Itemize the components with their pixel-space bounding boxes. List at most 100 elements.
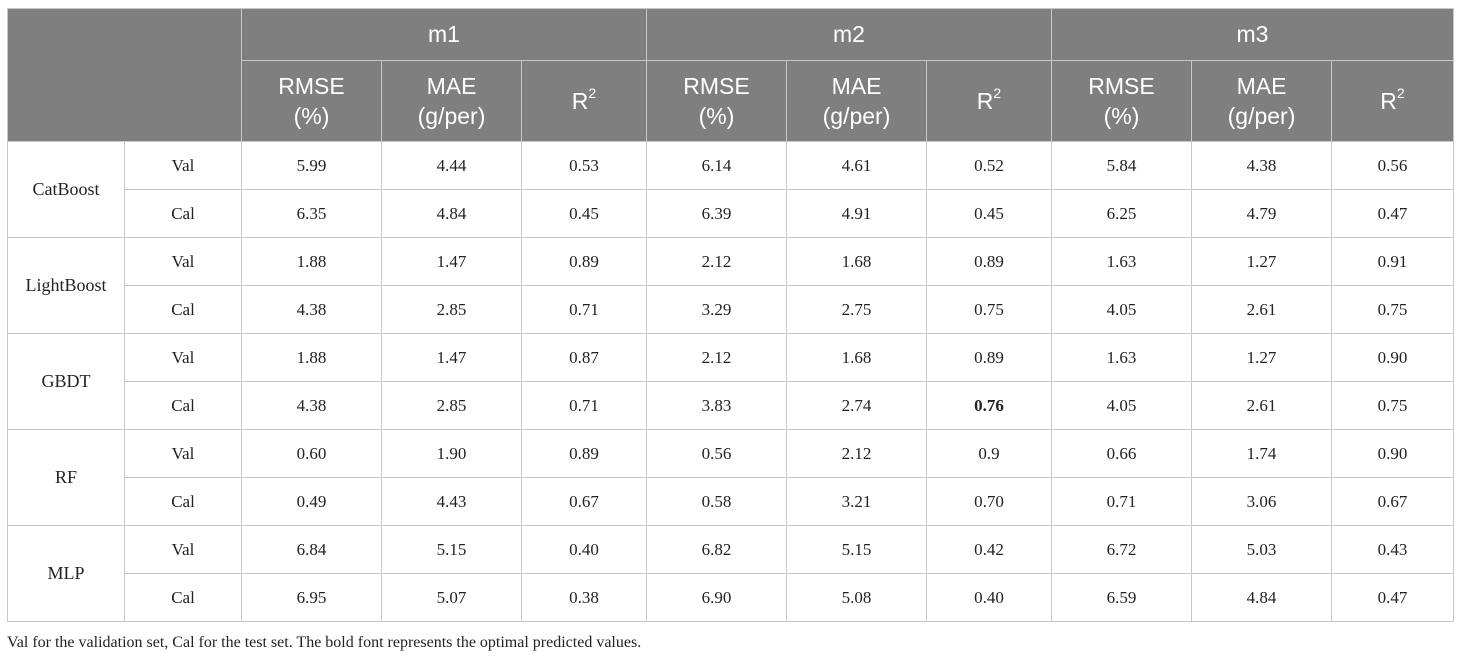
set-label-cell: Val — [124, 525, 242, 574]
value-cell: 0.45 — [521, 189, 647, 238]
value-cell: 2.75 — [786, 285, 927, 334]
value-cell: 4.38 — [1191, 141, 1332, 190]
metric-unit: (g/per) — [417, 103, 486, 129]
table-row: Cal 0.49 4.43 0.67 0.58 3.21 0.70 0.71 3.06 0.67 — [8, 477, 1454, 526]
value-cell: 1.47 — [381, 237, 522, 286]
metric-header-m3-2: R2 — [1331, 60, 1454, 142]
metric-superscript: 2 — [993, 85, 1002, 101]
set-label-cell: Val — [124, 237, 242, 286]
set-label-cell: Val — [124, 429, 242, 478]
model-name-cell: MLP — [7, 525, 125, 622]
value-cell: 6.25 — [1051, 189, 1192, 238]
table-header: m1 m2 m3 RMSE (%) MAE (g/per) R2 RMSE (%) MAE (g… — [7, 8, 1454, 142]
value-cell: 5.84 — [1051, 141, 1192, 190]
model-name-cell: LightBoost — [7, 237, 125, 334]
value-cell: 0.49 — [241, 477, 382, 526]
value-cell: 5.99 — [241, 141, 382, 190]
group-m1: m1 — [241, 8, 647, 61]
value-cell: 6.82 — [646, 525, 787, 574]
value-cell: 0.60 — [241, 429, 382, 478]
metric-superscript: 2 — [1396, 85, 1405, 101]
value-cell: 2.85 — [381, 381, 522, 430]
metric-name: R — [1380, 88, 1397, 114]
value-cell: 4.84 — [1191, 573, 1332, 622]
value-cell: 5.07 — [381, 573, 522, 622]
value-cell: 0.71 — [521, 381, 647, 430]
value-cell: 1.63 — [1051, 237, 1192, 286]
value-cell: 1.27 — [1191, 237, 1332, 286]
metric-name: RMSE — [1088, 73, 1155, 99]
value-cell: 0.71 — [521, 285, 647, 334]
metric-name: MAE — [831, 73, 882, 99]
value-cell: 4.61 — [786, 141, 927, 190]
set-label-cell: Val — [124, 333, 242, 382]
value-cell: 2.61 — [1191, 381, 1332, 430]
value-cell: 0.52 — [926, 141, 1052, 190]
value-cell: 3.83 — [646, 381, 787, 430]
table-row: CatBoost Val 5.99 4.44 0.53 6.14 4.61 0.52 5.84 4… — [7, 141, 1454, 238]
table-row: GBDT Val 1.88 1.47 0.87 2.12 1.68 0.89 1.63 1.27 0… — [7, 333, 1454, 430]
value-cell: 1.47 — [381, 333, 522, 382]
model-name-cell: CatBoost — [7, 141, 125, 238]
value-cell: 5.08 — [786, 573, 927, 622]
value-cell: 0.89 — [521, 237, 647, 286]
value-cell: 4.43 — [381, 477, 522, 526]
set-label-cell: Val — [124, 141, 242, 190]
value-cell: 0.67 — [521, 477, 647, 526]
value-cell: 1.88 — [241, 333, 382, 382]
metric-unit: (%) — [698, 103, 735, 129]
value-cell: 6.35 — [241, 189, 382, 238]
value-cell: 0.56 — [646, 429, 787, 478]
value-cell: 4.44 — [381, 141, 522, 190]
value-cell: 1.27 — [1191, 333, 1332, 382]
metric-name: R — [976, 88, 994, 114]
value-cell: 0.45 — [926, 189, 1052, 238]
value-cell: 6.90 — [646, 573, 787, 622]
metric-name: MAE — [426, 73, 477, 99]
value-cell: 0.89 — [926, 237, 1052, 286]
metric-name: RMSE — [278, 73, 345, 99]
value-cell: 2.12 — [786, 429, 927, 478]
metric-header-m1-1: MAE (g/per) — [381, 60, 522, 142]
value-cell: 2.12 — [646, 333, 787, 382]
metric-header-m3-0: RMSE (%) — [1051, 60, 1192, 142]
value-cell: 4.05 — [1051, 285, 1192, 334]
set-label-cell: Cal — [124, 573, 242, 622]
value-cell: 1.88 — [241, 237, 382, 286]
value-cell: 6.72 — [1051, 525, 1192, 574]
table-body: CatBoost Val 5.99 4.44 0.53 6.14 4.61 0.52 5.84 4… — [7, 141, 1454, 622]
corner-cell — [7, 8, 242, 142]
metric-unit: (g/per) — [822, 103, 891, 129]
value-cell: 0.40 — [926, 573, 1052, 622]
value-cell: 0.43 — [1331, 525, 1454, 574]
value-cell: 0.66 — [1051, 429, 1192, 478]
table-row: Cal 4.38 2.85 0.71 3.29 2.75 0.75 4.05 2.61 0.75 — [8, 285, 1454, 334]
set-label-cell: Cal — [124, 189, 242, 238]
value-cell: 0.58 — [646, 477, 787, 526]
value-cell: 2.85 — [381, 285, 522, 334]
metric-header-m2-1: MAE (g/per) — [786, 60, 927, 142]
value-cell: 0.71 — [1051, 477, 1192, 526]
metric-header-m1-2: R2 — [521, 60, 647, 142]
value-cell: 2.61 — [1191, 285, 1332, 334]
metric-name: RMSE — [683, 73, 750, 99]
metric-superscript: 2 — [588, 85, 597, 101]
value-cell: 6.14 — [646, 141, 787, 190]
table-row: RF Val 0.60 1.90 0.89 0.56 2.12 0.9 0.66 1.74 0.90 — [7, 429, 1454, 526]
value-cell: 2.74 — [786, 381, 927, 430]
table-row: Cal 4.38 2.85 0.71 3.83 2.74 0.76 4.05 2.61 0.75 — [8, 381, 1454, 430]
table-footnote: Val for the validation set, Cal for the … — [7, 634, 642, 651]
value-cell: 0.38 — [521, 573, 647, 622]
value-cell: 4.05 — [1051, 381, 1192, 430]
value-cell: 3.06 — [1191, 477, 1332, 526]
value-cell: 0.89 — [926, 333, 1052, 382]
metric-header-m2-2: R2 — [926, 60, 1052, 142]
value-cell: 4.38 — [241, 381, 382, 430]
value-cell: 3.29 — [646, 285, 787, 334]
model-name-cell: GBDT — [7, 333, 125, 430]
group-m2: m2 — [646, 8, 1052, 61]
value-cell: 1.90 — [381, 429, 522, 478]
value-cell: 0.87 — [521, 333, 647, 382]
value-cell: 0.89 — [521, 429, 647, 478]
group-m3: m3 — [1051, 8, 1454, 61]
